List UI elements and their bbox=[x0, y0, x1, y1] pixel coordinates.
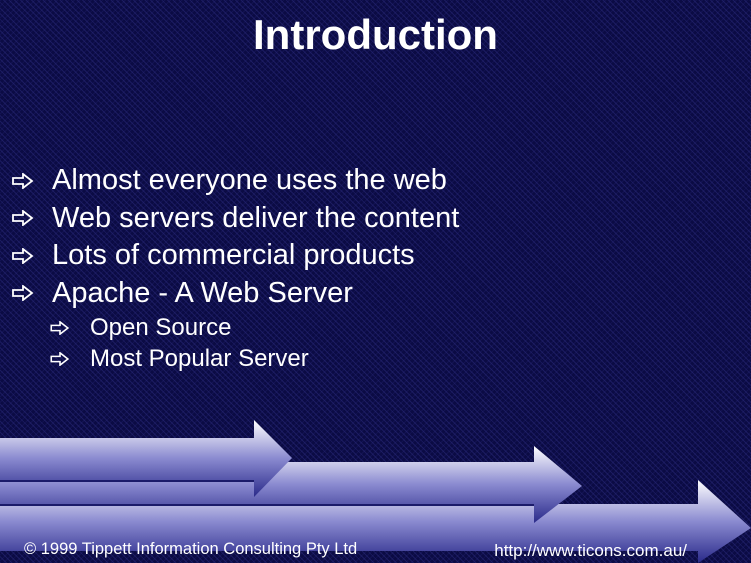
slide-title: Introduction bbox=[253, 11, 498, 58]
hollow-right-arrow-icon bbox=[12, 247, 52, 264]
copyright-text: © 1999 Tippett Information Consulting Pt… bbox=[24, 540, 358, 558]
bullet-list: Almost everyone uses the web Web servers… bbox=[12, 162, 459, 374]
sub-bullet-text: Open Source bbox=[90, 313, 232, 341]
bullet-item: Apache - A Web Server bbox=[12, 275, 459, 313]
hollow-right-arrow-icon bbox=[12, 172, 52, 189]
website-url[interactable]: http://www.ticons.com.au/ bbox=[494, 541, 687, 560]
bullet-item: Almost everyone uses the web bbox=[12, 162, 459, 200]
bullet-text: Almost everyone uses the web bbox=[52, 164, 447, 197]
hollow-right-arrow-icon bbox=[50, 351, 90, 366]
sub-bullet-text: Most Popular Server bbox=[90, 344, 309, 372]
sub-bullet-item: Most Popular Server bbox=[12, 343, 459, 374]
decorative-arrows bbox=[0, 420, 751, 563]
bullet-item: Lots of commercial products bbox=[12, 237, 459, 275]
sub-bullet-item: Open Source bbox=[12, 312, 459, 343]
arrow-shape-1 bbox=[0, 420, 292, 497]
hollow-right-arrow-icon bbox=[12, 210, 52, 227]
bullet-text: Lots of commercial products bbox=[52, 239, 415, 272]
hollow-right-arrow-icon bbox=[50, 320, 90, 335]
bullet-text: Apache - A Web Server bbox=[52, 276, 353, 309]
bullet-item: Web servers deliver the content bbox=[12, 200, 459, 238]
bullet-text: Web servers deliver the content bbox=[52, 201, 460, 234]
hollow-right-arrow-icon bbox=[12, 285, 52, 302]
arrow-shape-3 bbox=[0, 480, 751, 563]
